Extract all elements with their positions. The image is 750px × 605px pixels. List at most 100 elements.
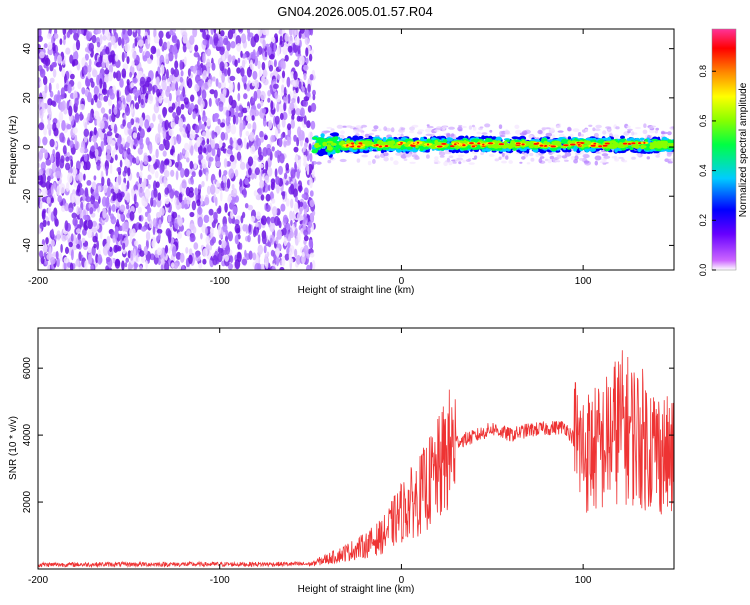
heatmap-noise-cell (202, 258, 207, 265)
heatmap-noise-cell (158, 219, 162, 228)
heatmap-noise-cell (260, 136, 264, 143)
heatmap-noise-cell (91, 227, 98, 233)
heatmap-noise-cell (309, 177, 313, 189)
heatmap-band-halo (368, 132, 375, 136)
heatmap-noise-cell (74, 195, 81, 206)
heatmap-noise-cell (194, 187, 199, 196)
heatmap-noise-cell (237, 92, 241, 102)
heatmap-noise-cell (88, 58, 92, 67)
heatmap-noise-cell (126, 56, 130, 65)
heatmap-band-cell (413, 137, 420, 141)
heatmap-noise-cell (94, 192, 100, 201)
heatmap-noise-cell (261, 61, 266, 71)
heatmap-band-halo (558, 133, 565, 137)
heatmap-band-halo (537, 129, 543, 135)
heatmap-noise-cell (96, 162, 101, 171)
heatmap-noise-cell (289, 231, 294, 239)
heatmap-noise-cell (221, 142, 226, 149)
heatmap-noise-cell (280, 58, 285, 69)
colorbar: 0.00.20.40.60.8 Normalized spectral ampl… (698, 28, 749, 276)
heatmap-noise-cell (220, 131, 226, 141)
heatmap-noise-cell (39, 80, 43, 87)
heatmap-band-cell (442, 139, 448, 144)
heatmap-noise-cell (164, 187, 170, 195)
heatmap-band-cell (465, 150, 469, 153)
heatmap-noise-cell (290, 119, 295, 129)
heatmap-band-halo (544, 158, 549, 162)
heatmap-noise-cell (124, 262, 128, 268)
heatmap-noise-cell (149, 165, 155, 174)
heatmap-noise-cell (263, 245, 267, 254)
heatmap-noise-cell (300, 107, 305, 118)
heatmap-peak-cell (462, 144, 466, 147)
heatmap-noise-cell (186, 157, 190, 163)
heatmap-noise-cell (72, 60, 75, 67)
heatmap-x-tick-label: 100 (575, 276, 592, 287)
heatmap-noise-cell (44, 57, 51, 67)
heatmap-band-halo (545, 132, 553, 137)
heatmap-noise-cell (188, 106, 193, 114)
heatmap-band-halo (592, 127, 596, 132)
heatmap-noise-cell (196, 199, 201, 207)
heatmap-noise-cell (274, 215, 280, 227)
heatmap-noise-cell (205, 34, 211, 40)
heatmap-peak-cell (643, 141, 646, 144)
heatmap-noise-cell (290, 169, 296, 179)
heatmap-noise-cell (86, 180, 92, 186)
heatmap-noise-cell (208, 156, 214, 162)
heatmap-noise-cell (294, 235, 299, 246)
heatmap-noise-cell (220, 190, 223, 202)
heatmap-noise-cell (44, 84, 48, 94)
heatmap-noise-cell (210, 227, 214, 234)
heatmap-noise-cell (279, 101, 282, 113)
heatmap-noise-cell (81, 237, 86, 244)
heatmap-noise-cell (156, 88, 161, 97)
heatmap-noise-cell (221, 72, 226, 83)
heatmap-noise-cell (101, 88, 108, 95)
heatmap-noise-cell (277, 128, 281, 134)
heatmap-noise-cell (68, 241, 73, 248)
heatmap-band-halo (411, 154, 418, 158)
heatmap-noise-cell (239, 122, 244, 132)
heatmap-noise-cell (46, 33, 53, 40)
heatmap-band-cell (378, 140, 384, 146)
heatmap-noise-cell (141, 255, 146, 264)
heatmap-noise-cell (160, 64, 165, 75)
heatmap-y-tick-label: -40 (22, 238, 33, 253)
colorbar-tick-label: 0.2 (698, 214, 708, 227)
heatmap-noise-cell (62, 145, 67, 155)
heatmap-band-cell (605, 138, 612, 141)
heatmap-noise-cell (44, 260, 48, 266)
heatmap-noise-cell (137, 244, 142, 250)
heatmap-noise-cell (197, 145, 203, 155)
heatmap-noise-cell (205, 235, 210, 245)
heatmap-band-halo (556, 154, 562, 159)
heatmap-noise-cell (309, 252, 315, 258)
heatmap-noise-cell (165, 86, 171, 98)
heatmap-peak-cell (453, 143, 457, 146)
heatmap-noise-cell (140, 226, 147, 232)
heatmap-noise-cell (292, 210, 295, 221)
heatmap-noise-cell (175, 170, 179, 181)
heatmap-band-cell (653, 141, 661, 146)
heatmap-noise-cell (106, 131, 113, 137)
heatmap-noise-cell (145, 93, 149, 100)
heatmap-noise-cell (55, 170, 61, 179)
heatmap-band-halo (648, 126, 653, 129)
heatmap-noise-cell (267, 184, 271, 192)
heatmap-noise-cell (76, 184, 81, 193)
heatmap-band-halo (627, 128, 633, 131)
heatmap-noise-cell (43, 43, 48, 49)
heatmap-noise-cell (163, 175, 167, 184)
heatmap-noise-cell (249, 131, 255, 142)
heatmap-band-halo (400, 127, 406, 131)
heatmap-noise-cell (67, 172, 73, 184)
heatmap-noise-cell (81, 87, 86, 95)
heatmap-band-halo (479, 126, 484, 129)
snr-x-axis-label: Height of straight line (km) (298, 584, 415, 595)
heatmap-noise-cell (168, 247, 171, 254)
heatmap-noise-cell (126, 147, 131, 155)
heatmap-noise-cell (227, 231, 233, 242)
heatmap-band-halo (476, 131, 482, 135)
